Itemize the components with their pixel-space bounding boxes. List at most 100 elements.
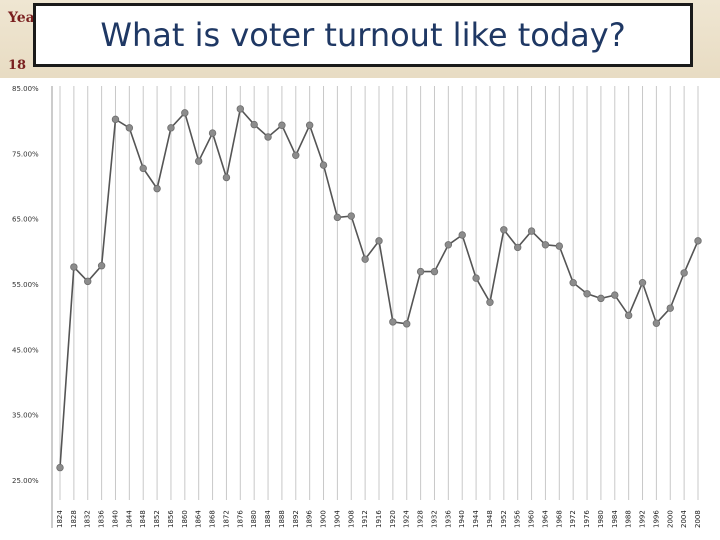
- data-point-1904: [333, 213, 342, 222]
- x-tick-label-1896: 1896: [306, 510, 314, 528]
- y-tick-label: 65.00%: [12, 216, 39, 224]
- x-tick-label-1824: 1824: [56, 510, 64, 528]
- data-point-1984: [611, 291, 619, 299]
- slide-title-box: What is voter turnout like today?: [33, 3, 693, 67]
- data-point-1824: [56, 463, 64, 472]
- x-tick-label-1960: 1960: [528, 510, 536, 528]
- data-point-1960: [527, 227, 536, 235]
- data-point-1976: [583, 290, 591, 298]
- x-tick-label-1860: 1860: [181, 510, 189, 528]
- slide-title: What is voter turnout like today?: [100, 16, 626, 54]
- data-point-2008: [694, 237, 702, 245]
- data-point-1968: [555, 242, 564, 250]
- x-tick-label-1992: 1992: [639, 510, 647, 528]
- data-point-1992: [638, 278, 647, 287]
- x-tick-label-1904: 1904: [333, 510, 341, 528]
- data-point-1856: [167, 124, 175, 132]
- data-point-1972: [569, 278, 577, 287]
- data-point-2000: [666, 304, 674, 312]
- data-point-1896: [305, 121, 314, 129]
- data-point-1872: [222, 173, 231, 182]
- data-point-1952: [500, 226, 508, 234]
- x-tick-label-1876: 1876: [236, 510, 244, 528]
- data-point-1848: [139, 164, 147, 173]
- x-tick-label-1844: 1844: [125, 510, 133, 528]
- data-point-1928: [416, 267, 425, 276]
- x-tick-label-2004: 2004: [680, 510, 688, 528]
- x-tick-label-1996: 1996: [652, 510, 660, 528]
- x-tick-label-1944: 1944: [472, 510, 480, 528]
- x-tick-label-1952: 1952: [500, 510, 508, 528]
- y-tick-label: 25.00%: [12, 477, 39, 485]
- x-tick-label-1908: 1908: [347, 510, 355, 528]
- x-tick-label-1948: 1948: [486, 510, 494, 528]
- data-point-1920: [389, 318, 397, 326]
- data-point-1844: [125, 124, 134, 132]
- data-point-1864: [194, 157, 203, 165]
- x-tick-label-1888: 1888: [278, 510, 286, 528]
- x-tick-label-1832: 1832: [84, 510, 92, 528]
- data-point-1932: [430, 267, 439, 276]
- x-tick-label-1868: 1868: [209, 510, 217, 528]
- x-tick-label-1836: 1836: [98, 510, 106, 528]
- y-tick-label: 45.00%: [12, 346, 39, 354]
- data-point-1912: [361, 255, 369, 263]
- x-tick-label-1964: 1964: [541, 510, 549, 528]
- data-point-1996: [652, 319, 661, 327]
- x-tick-label-1900: 1900: [320, 510, 328, 528]
- x-tick-label-1892: 1892: [292, 510, 300, 528]
- data-point-1900: [319, 161, 328, 169]
- x-tick-label-1912: 1912: [361, 510, 369, 528]
- data-point-1840: [111, 115, 120, 124]
- y-tick-label: 35.00%: [12, 412, 39, 420]
- x-tick-label-1884: 1884: [264, 510, 272, 528]
- x-tick-label-1928: 1928: [417, 510, 425, 528]
- data-point-1836: [97, 262, 106, 270]
- background-fragment-year: Yea: [8, 10, 35, 26]
- x-tick-label-1980: 1980: [597, 510, 605, 528]
- data-point-1980: [597, 294, 605, 303]
- data-point-1852: [153, 184, 161, 193]
- x-tick-label-1988: 1988: [625, 510, 633, 528]
- turnout-chart: 85.00% 75.00% 65.00% 55.00% 45.00% 35.00% 25.0…: [0, 78, 720, 540]
- x-tick-label-1852: 1852: [153, 510, 161, 528]
- x-tick-label-1972: 1972: [569, 510, 577, 528]
- turnout-chart-svg: 85.00% 75.00% 65.00% 55.00% 45.00% 35.00% 25.0…: [0, 78, 720, 540]
- x-tick-label-1864: 1864: [195, 510, 203, 528]
- data-point-1860: [181, 109, 189, 117]
- data-point-1916: [375, 237, 383, 245]
- data-point-1964: [541, 241, 550, 249]
- x-tick-label-1956: 1956: [514, 510, 522, 528]
- x-tick-label-1840: 1840: [111, 510, 119, 528]
- data-point-1940: [458, 231, 466, 239]
- x-tick-label-1856: 1856: [167, 510, 175, 528]
- data-point-1832: [84, 277, 92, 286]
- data-point-1948: [486, 298, 494, 306]
- background-fragment-number: 18: [8, 58, 27, 73]
- plot-background: [0, 78, 720, 540]
- data-point-1924: [403, 320, 411, 328]
- x-tick-label-1924: 1924: [403, 510, 411, 528]
- x-tick-label-1872: 1872: [222, 510, 230, 528]
- data-point-1868: [208, 129, 217, 137]
- data-point-1828: [70, 263, 78, 271]
- series-points: [56, 105, 702, 472]
- data-point-1956: [513, 243, 522, 252]
- x-tick-label-1848: 1848: [139, 510, 147, 528]
- grid-lines: [51, 86, 699, 528]
- data-point-1936: [444, 241, 453, 249]
- data-point-1908: [347, 212, 355, 220]
- x-tick-label-1916: 1916: [375, 510, 383, 528]
- data-point-1944: [472, 274, 480, 282]
- data-point-1884: [264, 133, 272, 141]
- data-point-2004: [680, 269, 688, 277]
- x-tick-label-2008: 2008: [694, 510, 702, 528]
- data-point-1892: [292, 151, 300, 159]
- data-point-1888: [278, 121, 286, 129]
- x-tick-label-1968: 1968: [555, 510, 563, 528]
- x-tick-label-1936: 1936: [444, 510, 452, 528]
- data-point-1880: [250, 120, 258, 129]
- x-tick-label-1920: 1920: [389, 510, 397, 528]
- x-tick-label-2000: 2000: [666, 510, 674, 528]
- data-point-1876: [236, 105, 245, 113]
